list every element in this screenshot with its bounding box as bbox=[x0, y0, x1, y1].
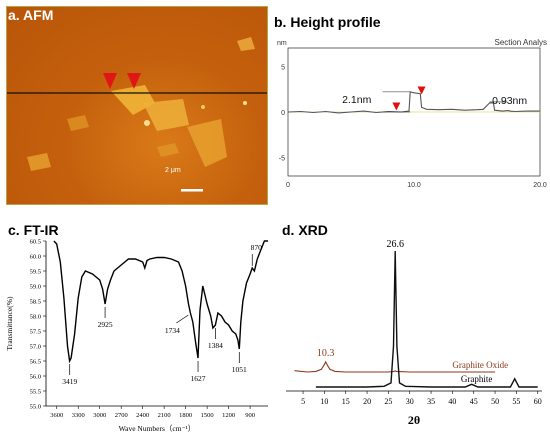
ftir-x-tick-label: 900 bbox=[245, 412, 255, 419]
xrd-peak-label-10-3: 10.3 bbox=[317, 348, 335, 359]
xrd-x-tick-label: 55 bbox=[512, 397, 520, 406]
ftir-y-tick-label: 56.0 bbox=[30, 374, 41, 381]
xrd-series-label-graphite-oxide: Graphite Oxide bbox=[452, 360, 508, 370]
xrd-x-tick-label: 40 bbox=[448, 397, 456, 406]
ftir-peak-label: 870 bbox=[251, 243, 263, 252]
height-y-tick-label: -5 bbox=[279, 156, 285, 163]
xrd-x-tick-label: 15 bbox=[342, 397, 350, 406]
ftir-x-tick-label: 1200 bbox=[222, 412, 235, 419]
ftir-spectrum-line bbox=[53, 240, 268, 364]
xrd-panel-title: d. XRD bbox=[282, 222, 328, 238]
height-y-tick-label: 5 bbox=[281, 64, 285, 71]
ftir-y-tick-label: 57.5 bbox=[30, 329, 41, 336]
afm-image-canvas bbox=[7, 37, 267, 192]
afm-scale-bar bbox=[181, 189, 203, 192]
xrd-peak-label-26-6: 26.6 bbox=[386, 239, 404, 250]
ftir-x-tick-label: 2700 bbox=[115, 412, 128, 419]
ftir-y-tick-label: 60.0 bbox=[30, 254, 41, 261]
afm-scale-label: 2 μm bbox=[165, 167, 181, 174]
height-header-right: Section Analys bbox=[495, 38, 547, 47]
afm-marker-right bbox=[127, 73, 141, 89]
afm-flake bbox=[143, 99, 189, 131]
ftir-x-tick-label: 2100 bbox=[158, 412, 171, 419]
xrd-x-tick-label: 45 bbox=[470, 397, 478, 406]
ftir-y-tick-label: 58.5 bbox=[30, 299, 41, 306]
height-annotation-0-93nm: 0.93nm bbox=[492, 95, 527, 107]
afm-flake bbox=[157, 143, 179, 157]
ftir-x-tick-label: 3600 bbox=[50, 412, 63, 419]
xrd-graphite-oxide-line bbox=[294, 360, 496, 373]
xrd-x-tick-label: 30 bbox=[406, 397, 414, 406]
height-profile-line bbox=[287, 91, 540, 114]
xrd-x-tick-label: 60 bbox=[534, 397, 542, 406]
ftir-peak-label: 1734 bbox=[165, 326, 180, 335]
ftir-peak-label: 3419 bbox=[62, 377, 77, 386]
afm-marker-left bbox=[103, 73, 117, 89]
height-cursor-marker bbox=[392, 102, 401, 111]
ftir-peak-label: 2925 bbox=[98, 320, 113, 329]
ftir-ylabel: Transmittance(%) bbox=[5, 296, 14, 350]
xrd-series-label-graphite: Graphite bbox=[461, 374, 493, 384]
ftir-y-tick-label: 58.0 bbox=[30, 314, 41, 321]
ftir-peak-label: 1627 bbox=[191, 374, 206, 383]
ftir-y-tick-label: 55.0 bbox=[30, 404, 41, 411]
afm-particle bbox=[144, 120, 150, 126]
ftir-y-tick-label: 57.0 bbox=[30, 344, 41, 351]
ftir-peak-arrow bbox=[176, 314, 189, 324]
ftir-x-tick-label: 3000 bbox=[93, 412, 106, 419]
xrd-x-tick-label: 50 bbox=[491, 397, 499, 406]
xrd-chart: 5 10 15 20 25 30 35 40 45 50 55 60 2θ Graphite Oxide G… bbox=[286, 239, 542, 427]
ftir-x-tick-label: 1500 bbox=[201, 412, 214, 419]
ftir-panel-title: c. FT-IR bbox=[8, 222, 59, 238]
ftir-y-tick-label: 59.0 bbox=[30, 284, 41, 291]
height-x-tick-label: 20.0 bbox=[533, 182, 547, 189]
ftir-x-tick-label: 1800 bbox=[179, 412, 192, 419]
afm-flake bbox=[187, 119, 227, 167]
height-annotation-2-1nm: 2.1nm bbox=[342, 94, 371, 106]
xrd-x-tick-label: 20 bbox=[363, 397, 371, 406]
height-y-tick-label: 0 bbox=[281, 110, 285, 117]
afm-panel-title: a. AFM bbox=[8, 7, 54, 23]
xrd-x-tick-label: 10 bbox=[320, 397, 328, 406]
height-cursor-marker bbox=[417, 86, 426, 95]
height-panel-title: b. Height profile bbox=[274, 14, 381, 30]
xrd-x-tick-label: 5 bbox=[301, 397, 305, 406]
ftir-x-tick-label: 3300 bbox=[72, 412, 85, 419]
afm-flake bbox=[27, 153, 51, 171]
ftir-y-tick-label: 60.5 bbox=[30, 239, 41, 246]
afm-particle bbox=[201, 105, 205, 109]
afm-image: 2 μm bbox=[6, 6, 268, 205]
xrd-x-tick-label: 25 bbox=[384, 397, 392, 406]
afm-particle bbox=[243, 101, 247, 105]
ftir-y-tick-label: 56.5 bbox=[30, 359, 41, 366]
ftir-peak-label: 1384 bbox=[208, 341, 223, 350]
afm-flake bbox=[67, 115, 89, 131]
height-profile-chart: nm Section Analys 5 0 -5 0 10.0 20.0 2.1nm 0.93nm bbox=[277, 38, 547, 189]
height-x-tick-label: 10.0 bbox=[407, 182, 421, 189]
xrd-graphite-line bbox=[315, 250, 538, 388]
height-x-tick-label: 0 bbox=[286, 182, 290, 189]
ftir-x-tick-label: 2400 bbox=[136, 412, 149, 419]
xrd-xlabel: 2θ bbox=[408, 413, 420, 427]
ftir-y-tick-label: 55.5 bbox=[30, 389, 41, 396]
ftir-xlabel: Wave Numbers（cm⁻¹） bbox=[119, 424, 196, 433]
ftir-y-tick-label: 59.5 bbox=[30, 269, 41, 276]
afm-flake bbox=[237, 37, 255, 51]
ftir-peak-label: 1051 bbox=[232, 365, 247, 374]
xrd-x-tick-label: 35 bbox=[427, 397, 435, 406]
height-ylabel: nm bbox=[277, 40, 287, 47]
ftir-chart: 55.0 55.5 56.0 56.5 57.0 57.5 58.0 58.5 59.0 59.5… bbox=[5, 239, 268, 433]
